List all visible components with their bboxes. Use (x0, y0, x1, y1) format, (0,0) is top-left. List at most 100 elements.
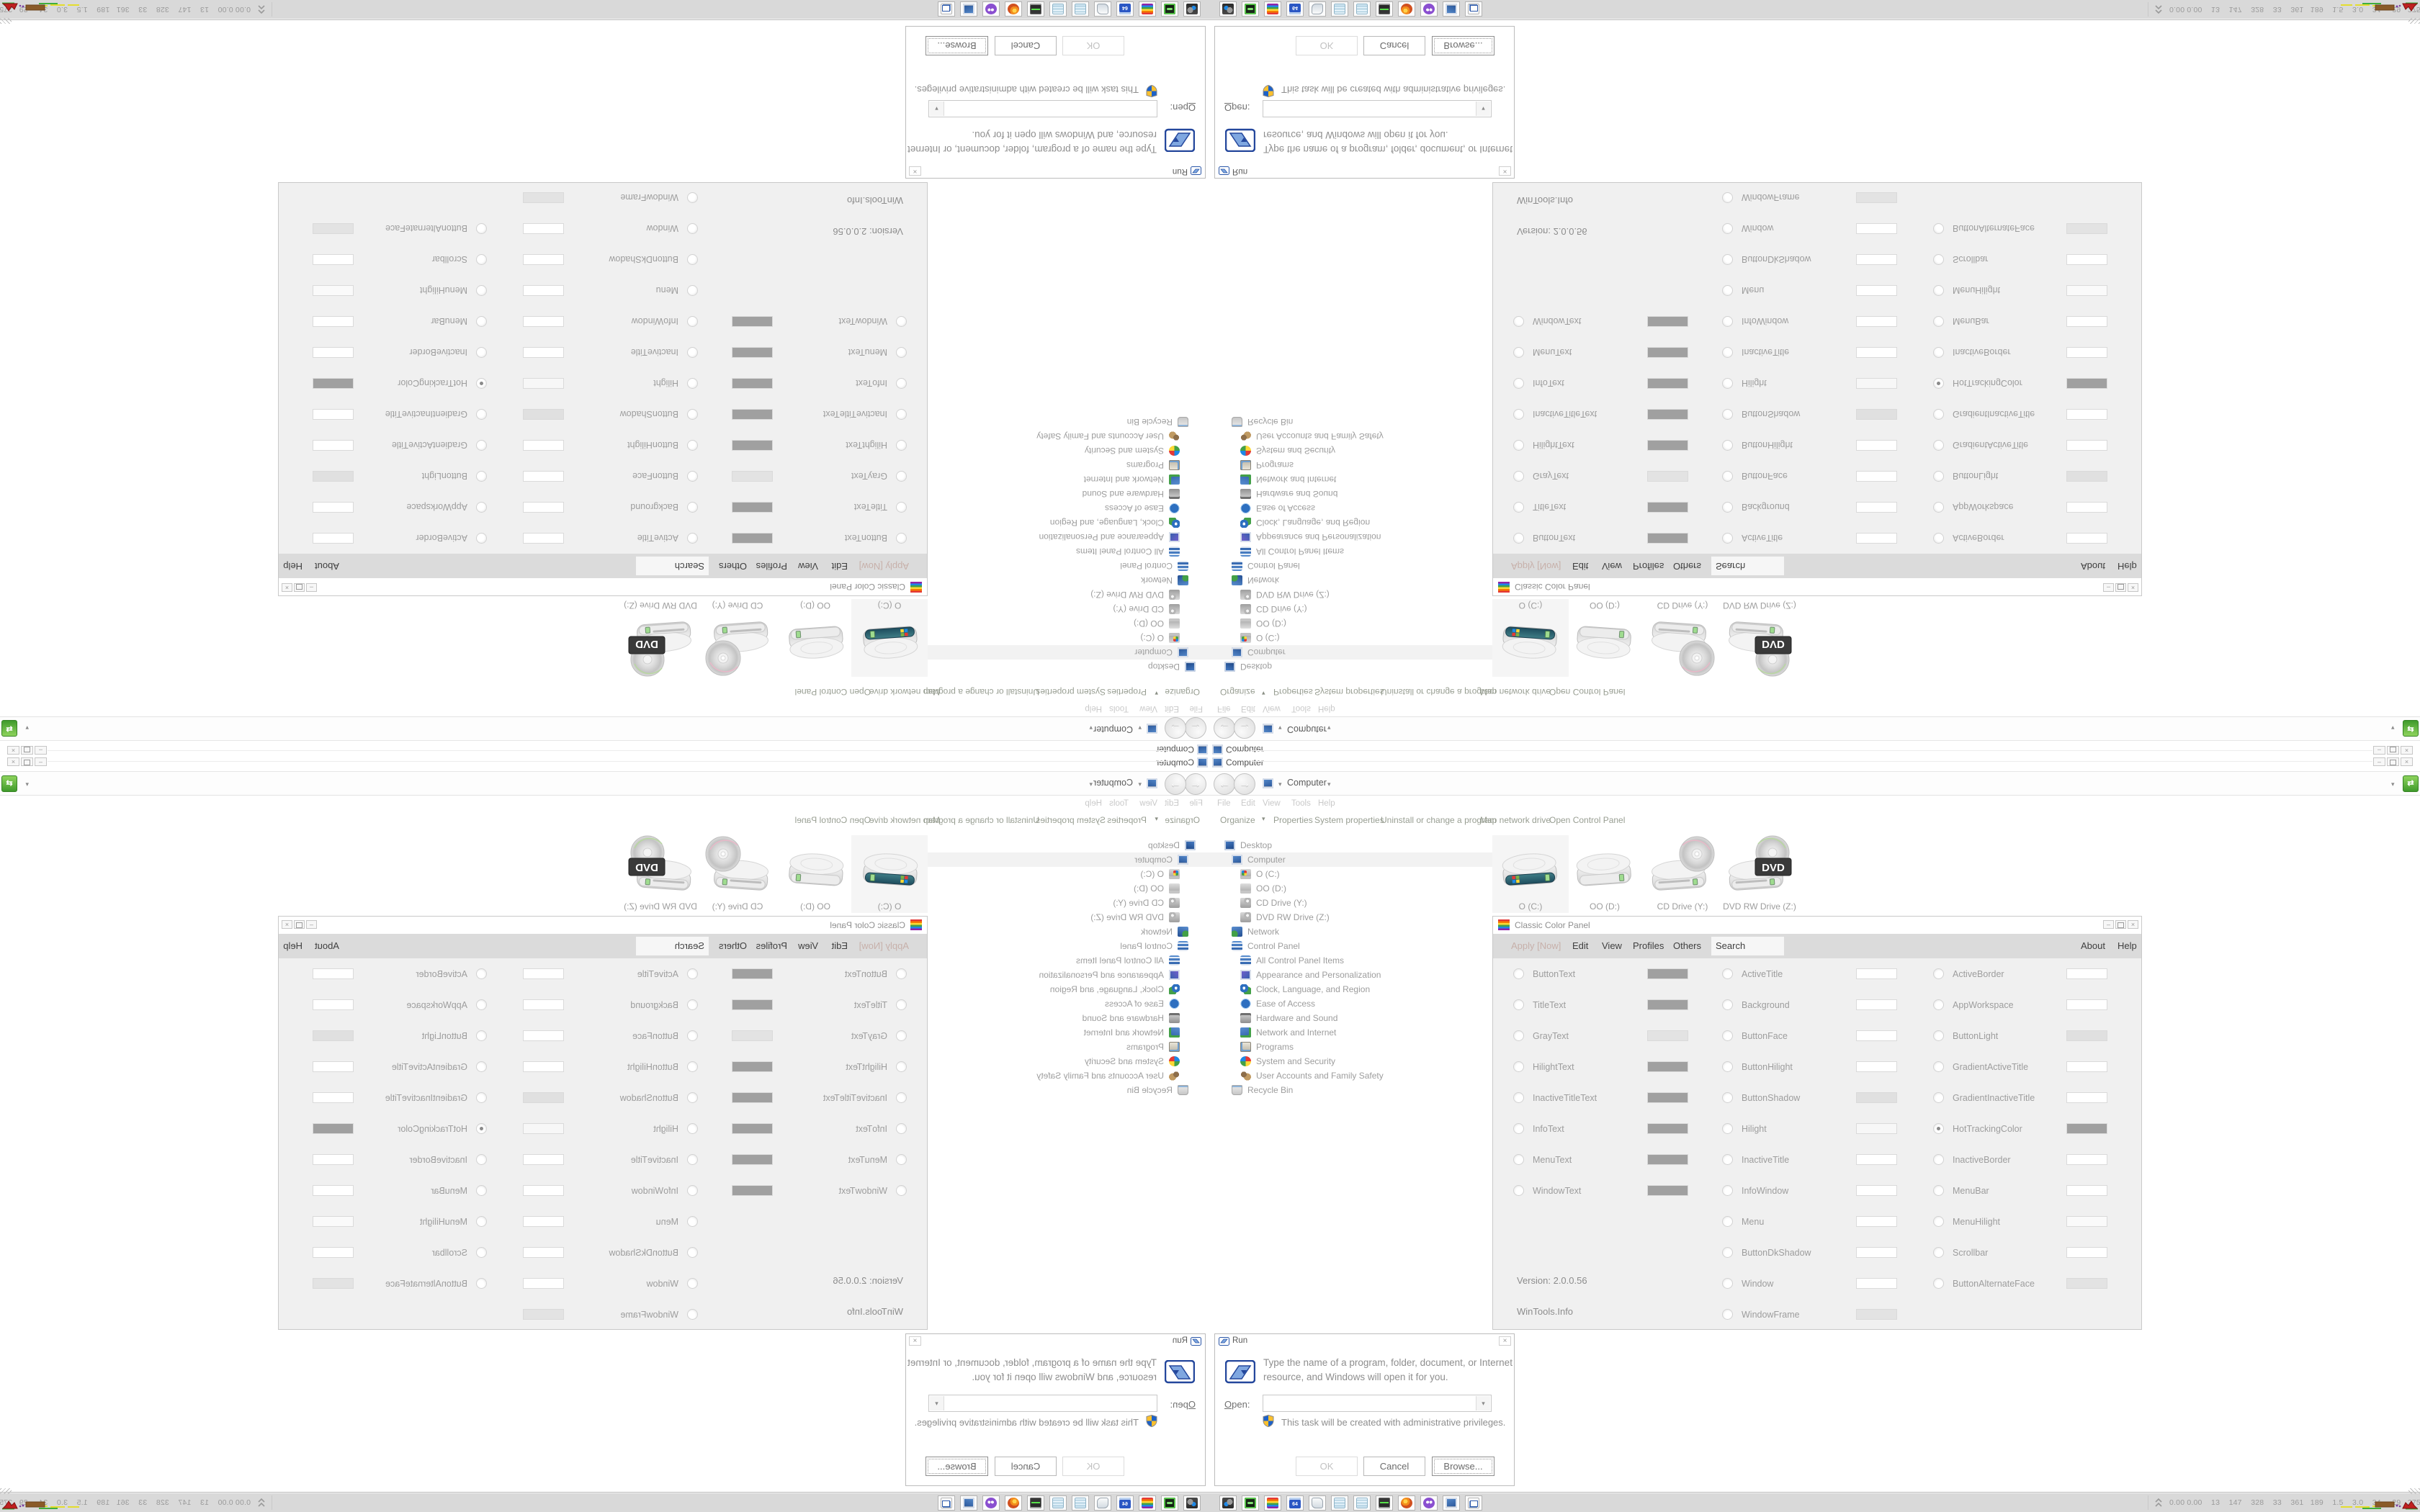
radio-button[interactable] (1722, 968, 1733, 979)
apply-now-button[interactable]: Apply [Now] (859, 940, 909, 951)
close-button[interactable]: × (2401, 757, 2413, 766)
color-swatch[interactable] (732, 378, 773, 389)
maximize-button[interactable] (294, 583, 305, 592)
color-swatch[interactable] (2066, 502, 2107, 513)
color-swatch[interactable] (2066, 409, 2107, 420)
close-button[interactable]: × (1499, 1336, 1511, 1346)
taskbar-button-floppy64[interactable]: 64 (1116, 1495, 1134, 1511)
color-swatch[interactable] (523, 316, 564, 327)
toolbar-map-network-drive[interactable]: Map network drive (1480, 687, 1551, 697)
taskbar-button-notepad-2[interactable] (1049, 1495, 1067, 1511)
color-swatch[interactable] (1647, 316, 1688, 327)
radio-button[interactable] (896, 1061, 907, 1072)
tree-item-dvd-drive[interactable]: DVD RW Drive (Z:) (922, 588, 1210, 602)
radio-button[interactable] (687, 999, 698, 1010)
ccp-menu-help[interactable]: Help (283, 940, 302, 951)
tree-item-user-accounts[interactable]: User Accounts and Family Safety (922, 1068, 1210, 1083)
organize-dropdown-icon[interactable]: ▾ (1262, 815, 1265, 822)
taskbar-button-system-settings[interactable] (1183, 1495, 1201, 1511)
minimize-button[interactable]: – (35, 757, 47, 766)
taskbar-button-run[interactable] (1465, 1495, 1482, 1511)
cancel-button[interactable]: Cancel (1363, 36, 1425, 55)
tree-item-cd-drive[interactable]: CD Drive (Y:) (1210, 602, 1498, 616)
tree-item-ease-of-access[interactable]: Ease of Access (1210, 996, 1498, 1011)
taskbar-button-registry-script[interactable] (1094, 1495, 1111, 1511)
color-swatch[interactable] (523, 533, 564, 544)
color-swatch[interactable] (1856, 533, 1897, 544)
radio-button[interactable] (687, 471, 698, 482)
taskbar-button-floppy64[interactable]: 64 (1116, 1, 1134, 17)
menu-tools[interactable]: Tools (1109, 799, 1129, 808)
tree-item-recycle-bin[interactable]: Recycle Bin (922, 415, 1210, 429)
tray-sparkline-graph[interactable] (1, 2, 81, 15)
color-swatch[interactable] (1856, 1247, 1897, 1258)
color-swatch[interactable] (1647, 1061, 1688, 1072)
tree-item-network[interactable]: Network (922, 924, 1210, 939)
radio-button[interactable] (1722, 1154, 1733, 1165)
tree-item-system-security[interactable]: System and Security (922, 444, 1210, 458)
breadcrumb[interactable]: Computer (1287, 724, 1327, 734)
radio-button[interactable] (1933, 968, 1944, 979)
taskbar-button-capture-card[interactable] (1161, 1495, 1178, 1511)
ccp-menu-about[interactable]: About (315, 561, 339, 572)
color-swatch[interactable] (1856, 223, 1897, 234)
tree-item-control-panel[interactable]: Control Panel (922, 939, 1210, 953)
taskbar-button-emulator[interactable] (982, 1, 1000, 17)
color-swatch[interactable] (523, 254, 564, 265)
color-swatch[interactable] (523, 1309, 564, 1320)
radio-button[interactable] (1513, 316, 1524, 327)
drive-item-d[interactable]: OO (D:) (777, 599, 853, 677)
color-swatch[interactable] (313, 409, 354, 420)
toolbar-system-properties[interactable]: System properties (1314, 815, 1384, 825)
taskbar-button-floppy64[interactable]: 64 (1286, 1495, 1304, 1511)
ccp-menu-others[interactable]: Others (718, 561, 747, 572)
organize-dropdown-icon[interactable]: ▾ (1155, 815, 1158, 822)
radio-button[interactable] (896, 316, 907, 327)
back-button[interactable]: ← (1214, 773, 1235, 795)
apply-now-button[interactable]: Apply [Now] (1511, 940, 1561, 951)
taskbar-button-resource-monitor[interactable] (1027, 1495, 1044, 1511)
taskbar-button-notepad[interactable] (1072, 1495, 1089, 1511)
tree-item-c-drive[interactable]: O (C:) (1210, 867, 1498, 881)
open-combobox[interactable]: ▾ (928, 100, 1157, 117)
radio-button[interactable] (476, 1278, 487, 1289)
refresh-button[interactable]: ⇄ (2403, 775, 2419, 792)
tree-item-programs[interactable]: Programs (922, 458, 1210, 472)
tree-item-computer[interactable]: Computer (922, 852, 1210, 867)
radio-button[interactable] (1513, 347, 1524, 358)
breadcrumb[interactable]: Computer (1093, 724, 1133, 734)
radio-button[interactable] (687, 1154, 698, 1165)
radio-button[interactable] (476, 533, 487, 544)
toolbar-map-network-drive[interactable]: Map network drive (869, 815, 940, 825)
taskbar-button-emulator[interactable] (1420, 1495, 1438, 1511)
tree-item-recycle-bin[interactable]: Recycle Bin (1210, 1083, 1498, 1097)
tree-item-network-internet[interactable]: Network and Internet (1210, 472, 1498, 487)
open-combobox[interactable]: ▾ (1263, 1395, 1492, 1412)
tree-item-system-security[interactable]: System and Security (1210, 444, 1498, 458)
color-swatch[interactable] (313, 1216, 354, 1227)
ccp-menu-view[interactable]: View (1602, 561, 1622, 572)
color-swatch[interactable] (313, 1185, 354, 1196)
ccp-menu-edit[interactable]: Edit (1572, 940, 1589, 951)
radio-button[interactable] (687, 1030, 698, 1041)
taskbar-button-firefox[interactable] (1005, 1, 1022, 17)
open-combobox[interactable]: ▾ (1263, 100, 1492, 117)
menu-help[interactable]: Help (1085, 704, 1102, 713)
menu-help[interactable]: Help (1085, 799, 1102, 808)
search-input[interactable]: Search (636, 937, 709, 955)
radio-button[interactable] (687, 192, 698, 203)
tree-item-cd-drive[interactable]: CD Drive (Y:) (1210, 896, 1498, 910)
radio-button[interactable] (1933, 1092, 1944, 1103)
color-swatch[interactable] (313, 223, 354, 234)
radio-button[interactable] (1513, 502, 1524, 513)
ccp-menu-help[interactable]: Help (2118, 561, 2137, 572)
radio-button[interactable] (1933, 1030, 1944, 1041)
ccp-menu-view[interactable]: View (1602, 940, 1622, 951)
address-history-icon[interactable]: ▾ (25, 780, 29, 788)
close-button[interactable]: × (282, 920, 292, 929)
ccp-menu-profiles[interactable]: Profiles (1633, 940, 1664, 951)
color-swatch[interactable] (1647, 502, 1688, 513)
radio-button[interactable] (1722, 502, 1733, 513)
toolbar-map-network-drive[interactable]: Map network drive (1480, 815, 1551, 825)
browse-button[interactable]: Browse... (1432, 1457, 1494, 1476)
